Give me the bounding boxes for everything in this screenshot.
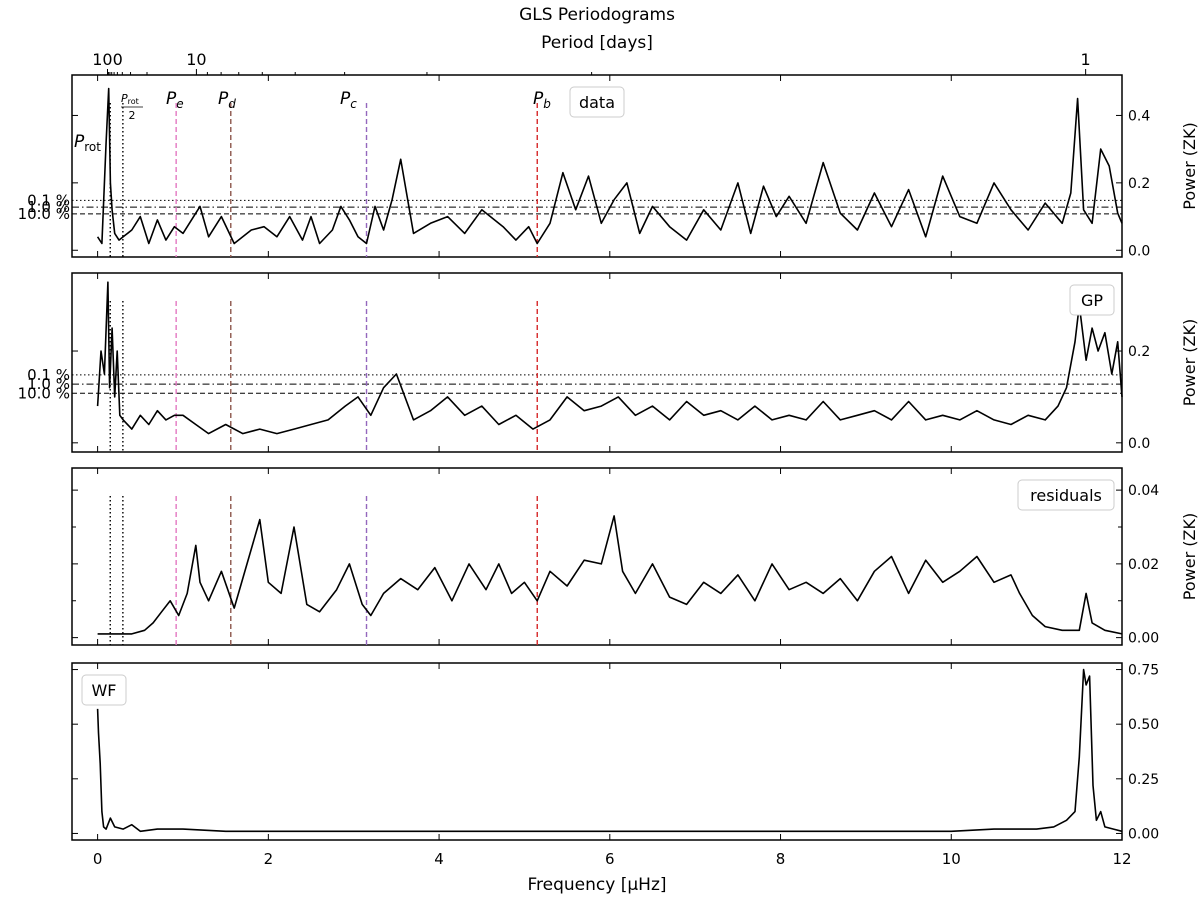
panel-frame xyxy=(71,662,1123,841)
fap-label: 0.1 % xyxy=(27,366,70,384)
top-axis-label: Period [days] xyxy=(541,33,653,53)
y-tick-label: 0.00 xyxy=(1128,631,1159,647)
x-tick-label: 12 xyxy=(1112,850,1131,868)
label-p-rot-half-numerator: Prot xyxy=(121,92,139,106)
panel-WF: 0.00 0.25 0.50 0.75 WF xyxy=(71,662,1159,842)
y-tick-label: 0.75 xyxy=(1128,663,1159,679)
y-tick-label: 0.25 xyxy=(1128,772,1159,788)
panel-data: 0.0 0.2 0.4 0.1 %1.0 %10.0 % data Power (ZK) xyxy=(18,74,1199,259)
panel-frame xyxy=(71,272,1123,453)
fap-label: 10.0 % xyxy=(18,205,70,223)
legend-label: data xyxy=(579,93,615,112)
x-tick-label: 4 xyxy=(434,850,444,868)
y-tick-label: 0.02 xyxy=(1128,557,1159,573)
y-axis-label: Power (ZK) xyxy=(1180,513,1199,600)
x-tick-label: 6 xyxy=(605,850,615,868)
periodogram-line xyxy=(96,87,1123,245)
legend-label: WF xyxy=(91,681,116,700)
panel-frame xyxy=(71,74,1123,258)
x-tick-label: 2 xyxy=(264,850,274,868)
periodogram-line xyxy=(96,668,1123,833)
panel-GP: 0.0 0.2 0.1 %1.0 %10.0 % GP Power (ZK) xyxy=(18,272,1199,453)
label-p-e: Pe xyxy=(166,89,184,111)
periodogram-line xyxy=(96,281,1123,435)
y-tick-label: 0.2 xyxy=(1128,176,1150,192)
legend-box xyxy=(1017,479,1115,511)
top-period-axis: 100 10 1 xyxy=(92,50,1091,75)
panel-residuals: 0.00 0.02 0.04 residuals Power (ZK) xyxy=(71,467,1199,647)
label-p-rot: Prot xyxy=(74,132,101,154)
y-axis-label: Power (ZK) xyxy=(1180,319,1199,406)
x-tick-label: 10 xyxy=(942,850,961,868)
y-axis-label: Power (ZK) xyxy=(1180,122,1199,209)
x-axis-label: Frequency [μHz] xyxy=(527,875,666,895)
legend-box xyxy=(81,674,127,706)
fap-label: 1.0 % xyxy=(27,375,70,393)
x-tick-label: 8 xyxy=(776,850,786,868)
y-tick-label: 0.4 xyxy=(1128,108,1150,124)
bottom-frequency-axis: 0 2 4 6 8 10 12 xyxy=(93,850,1132,868)
y-tick-label: 0.00 xyxy=(1128,826,1159,842)
label-p-d: Pd xyxy=(218,89,236,111)
label-p-c: Pc xyxy=(340,89,357,111)
top-tick-label: 10 xyxy=(186,50,206,69)
legend-label: GP xyxy=(1081,291,1103,310)
fap-label: 1.0 % xyxy=(27,198,70,216)
x-tick-label: 0 xyxy=(93,850,103,868)
panel-frame xyxy=(71,467,1123,646)
top-tick-label: 100 xyxy=(92,50,123,69)
y-tick-label: 0.0 xyxy=(1128,243,1150,259)
y-tick-label: 0.04 xyxy=(1128,483,1159,499)
marker-annotations: Prot Prot 2 Pe Pd Pc Pb xyxy=(74,89,551,154)
label-p-b: Pb xyxy=(533,89,551,111)
periodogram-line xyxy=(97,515,1123,635)
y-tick-label: 0.2 xyxy=(1128,344,1150,360)
legend-label: residuals xyxy=(1030,486,1102,505)
legend-box xyxy=(1069,284,1115,316)
legend-box xyxy=(569,86,625,118)
top-tick-label: 1 xyxy=(1081,50,1091,69)
label-p-rot-half-denominator: 2 xyxy=(129,109,136,122)
chart-title: GLS Periodograms xyxy=(519,5,675,25)
fap-label: 0.1 % xyxy=(27,191,70,209)
y-tick-label: 0.0 xyxy=(1128,436,1150,452)
y-tick-label: 0.50 xyxy=(1128,717,1159,733)
fap-label: 10.0 % xyxy=(18,384,70,402)
